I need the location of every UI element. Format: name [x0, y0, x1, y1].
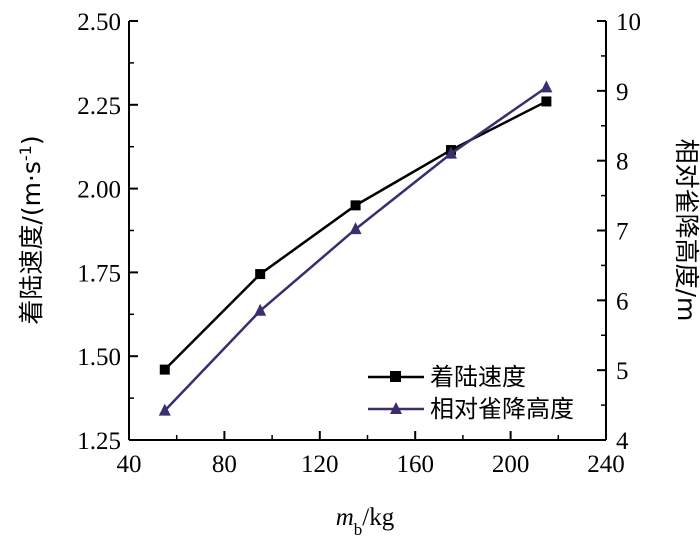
data-point-speed: [350, 200, 361, 211]
y-axis-left-label: 着陆速度/(m·s-1): [16, 135, 47, 324]
data-point-speed: [255, 269, 266, 280]
y-right-tick-label: 9: [616, 79, 629, 106]
data-point-height: [349, 222, 362, 235]
data-point-speed: [159, 364, 170, 375]
y-axis-left-label-end: ): [17, 135, 46, 145]
y-ticks-left: 1.25 1.50 1.75 2.00 2.25 2.50: [77, 9, 138, 455]
y-left-tick-label: 2.50: [77, 9, 121, 36]
y-axis-left-label-main: 着陆速度/(m·s: [17, 161, 46, 325]
data-point-height: [158, 403, 171, 416]
legend-label-height: 相对雀降高度: [430, 395, 574, 423]
legend: 着陆速度 相对雀降高度: [368, 363, 574, 423]
y-axis-right-label: 相对雀降高度/m: [672, 139, 700, 322]
y-right-tick-label: 7: [616, 219, 629, 246]
x-axis-label: mb/kg: [336, 504, 395, 536]
y-left-tick-label: 1.25: [77, 428, 121, 455]
y-left-tick-label: 1.50: [77, 344, 121, 371]
x-axis-label-var: m: [336, 504, 354, 531]
data-point-height: [444, 146, 457, 159]
data-point-speed: [541, 96, 552, 107]
y-right-tick-label: 6: [616, 288, 629, 315]
x-tick-label: 80: [212, 451, 237, 478]
x-axis-label-unit: /kg: [362, 504, 394, 531]
legend-label-speed: 着陆速度: [430, 363, 526, 391]
axes: [128, 21, 607, 441]
x-tick-label: 120: [301, 451, 339, 478]
y-left-tick-label: 2.25: [77, 93, 121, 120]
series-line-0: [163, 100, 547, 371]
y-axis-left-label-sup: -1: [16, 145, 35, 161]
x-axis-label-sub: b: [354, 520, 363, 536]
x-tick-label: 240: [587, 451, 625, 478]
y-right-tick-label: 8: [616, 149, 629, 176]
y-ticks-right: 4 5 6 7 8 9 10: [597, 9, 641, 455]
x-tick-label: 200: [492, 451, 530, 478]
data-point-height: [540, 80, 553, 93]
y-right-tick-label: 5: [616, 358, 629, 385]
y-right-tick-label: 4: [616, 428, 629, 455]
y-right-tick-label: 10: [616, 9, 641, 36]
x-tick-label: 40: [117, 451, 142, 478]
y-left-tick-label: 2.00: [77, 177, 121, 204]
y-left-tick-label: 1.75: [77, 260, 121, 287]
x-ticks: 40 80 120 160 200 240: [117, 431, 625, 478]
series-layer: [158, 80, 553, 416]
legend-marker-height: [390, 402, 402, 414]
legend-marker-speed: [390, 371, 401, 382]
x-tick-label: 160: [396, 451, 434, 478]
data-point-height: [254, 303, 267, 316]
